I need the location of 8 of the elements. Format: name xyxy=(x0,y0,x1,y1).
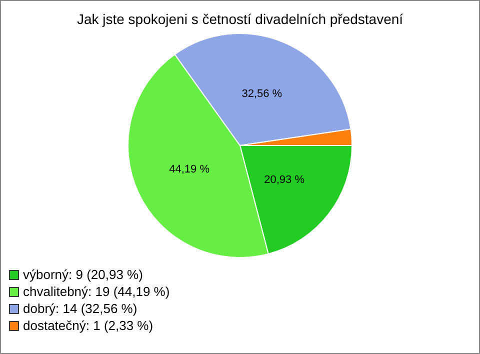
chart-title: Jak jste spokojeni s četností divadelních představení xyxy=(76,11,404,27)
legend-label: výborný: 9 (20,93 %) xyxy=(23,266,143,283)
legend-label: dobrý: 14 (32,56 %) xyxy=(23,300,138,317)
data-label: 20,93 % xyxy=(264,174,305,186)
legend-label: chvalitebný: 19 (44,19 %) xyxy=(23,283,170,300)
data-label: 32,56 % xyxy=(242,88,282,100)
data-label: 44,19 % xyxy=(169,163,210,176)
legend-label: dostatečný: 1 (2,33 %) xyxy=(23,317,154,334)
